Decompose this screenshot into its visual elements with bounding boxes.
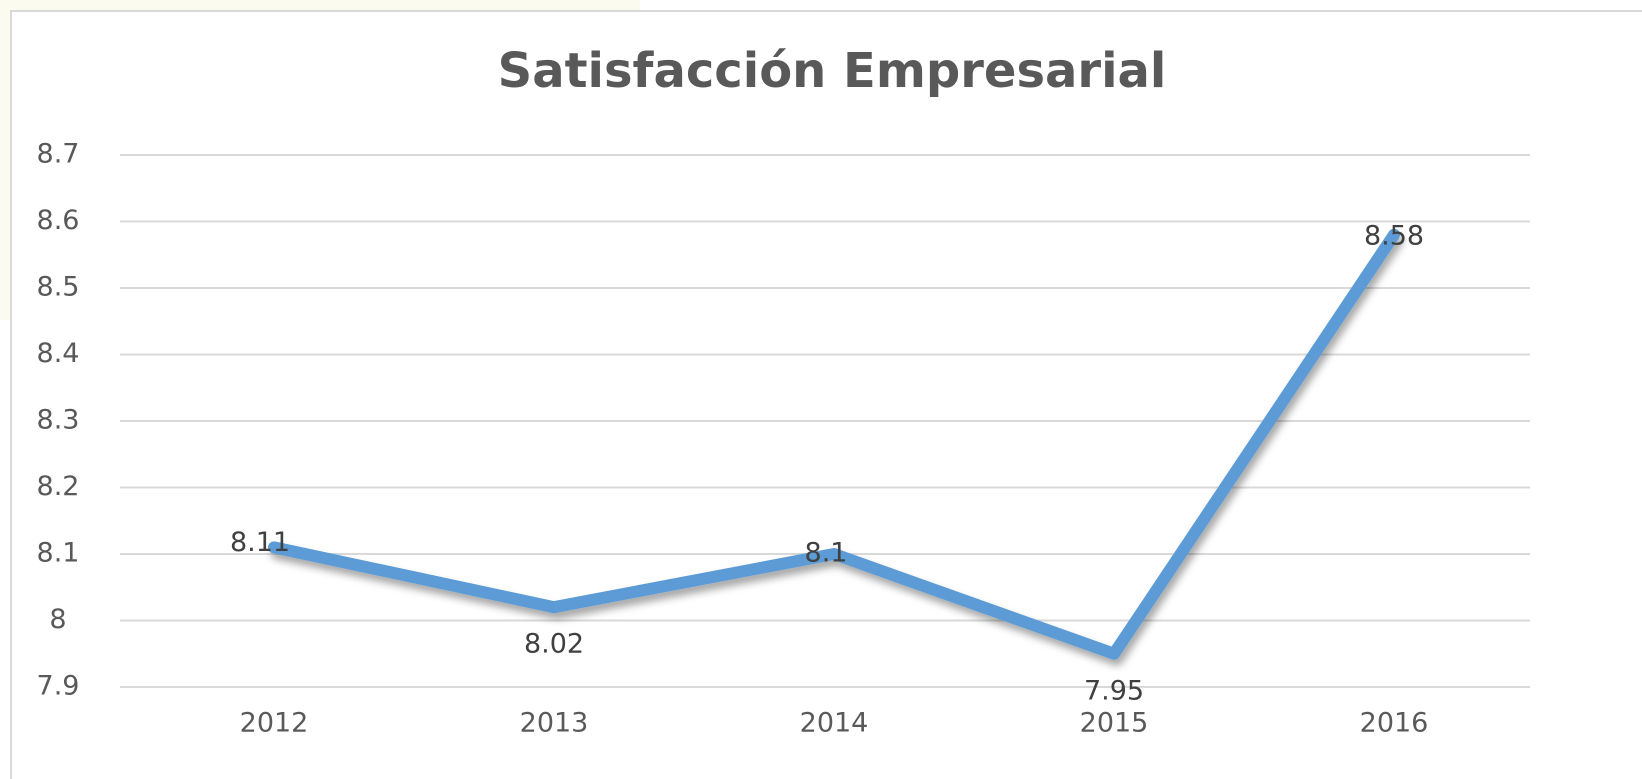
x-tick-label: 2013 — [520, 708, 589, 739]
chart-frame — [10, 10, 1642, 779]
data-label: 8.02 — [524, 629, 584, 660]
y-tick-label: 8 — [49, 604, 66, 635]
series-line — [268, 228, 1400, 660]
y-tick-label: 8.4 — [37, 338, 80, 369]
x-tick-label: 2014 — [800, 708, 869, 739]
data-label: 8.11 — [230, 527, 290, 558]
data-label: 8.1 — [805, 538, 848, 569]
y-tick-label: 8.1 — [37, 538, 80, 569]
y-tick-label: 8.3 — [37, 405, 80, 436]
data-label: 7.95 — [1084, 675, 1144, 706]
x-tick-label: 2016 — [1360, 708, 1429, 739]
y-tick-label: 8.5 — [37, 272, 80, 303]
y-tick-label: 8.6 — [37, 205, 80, 236]
y-tick-label: 8.7 — [37, 139, 80, 170]
chart-title: Satisfacción Empresarial — [498, 43, 1167, 99]
data-label: 8.58 — [1364, 220, 1424, 251]
x-tick-label: 2015 — [1080, 708, 1149, 739]
y-tick-label: 7.9 — [37, 671, 80, 702]
y-tick-label: 8.2 — [37, 471, 80, 502]
x-tick-label: 2012 — [240, 708, 309, 739]
